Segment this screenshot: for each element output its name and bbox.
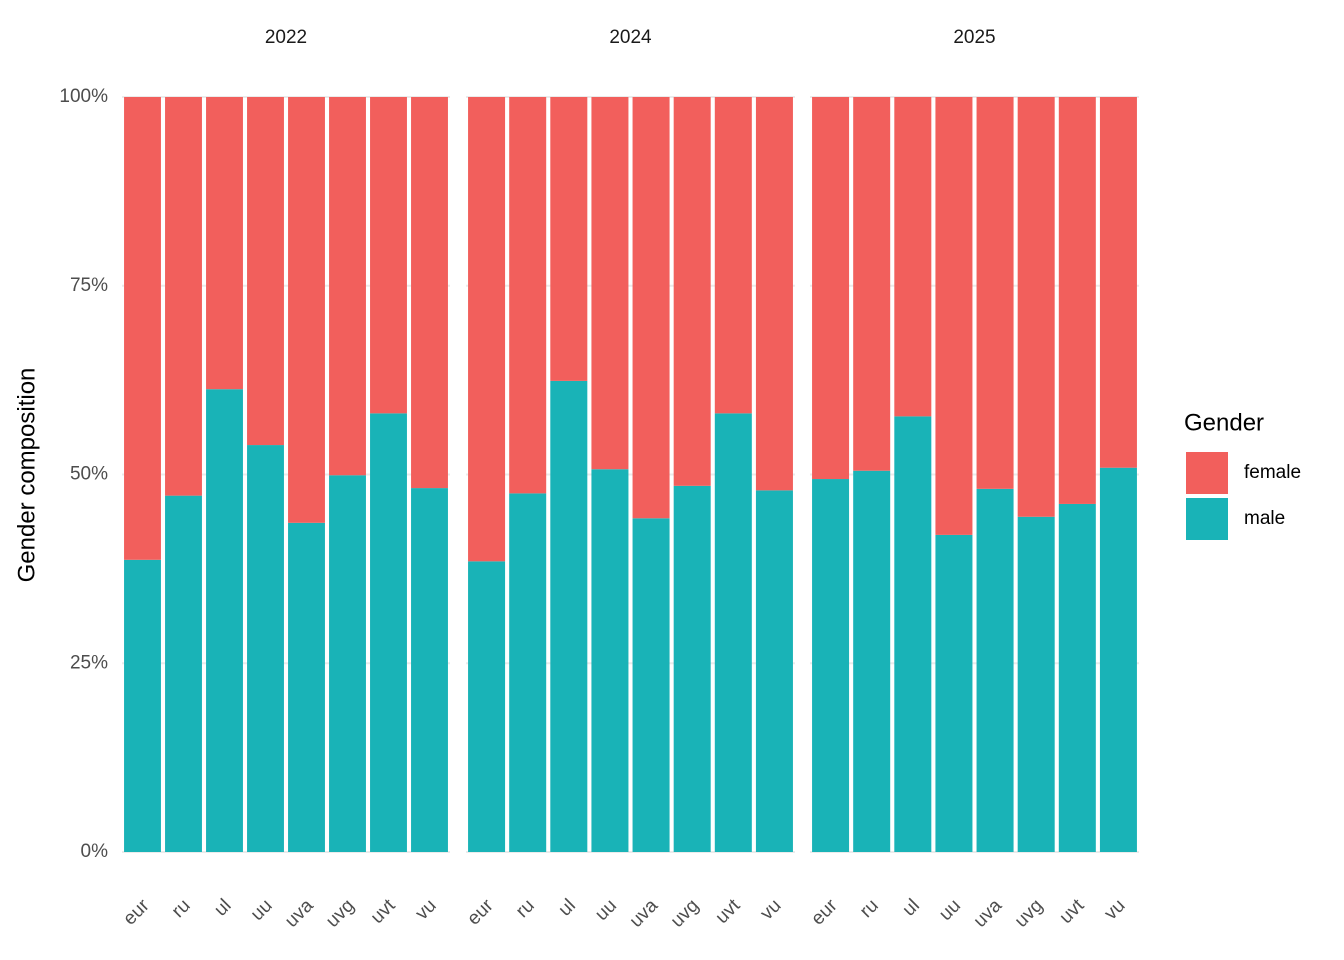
bar-segment bbox=[1058, 503, 1096, 852]
bar-segment bbox=[755, 490, 793, 852]
x-tick-label: ru bbox=[512, 895, 539, 922]
x-tick-label: uvg bbox=[322, 895, 359, 932]
x-tick-label: vu bbox=[1100, 895, 1129, 924]
facet-title: 2024 bbox=[609, 27, 652, 48]
x-tick-label: uvg bbox=[667, 895, 704, 932]
x-tick-label: uvt bbox=[1056, 895, 1089, 928]
bar-segment bbox=[714, 413, 752, 852]
y-tick-label: 50% bbox=[70, 464, 108, 485]
bar-segment bbox=[1017, 97, 1055, 517]
bar-segment bbox=[853, 470, 891, 852]
bar-segment bbox=[288, 97, 325, 523]
legend-title: Gender bbox=[1184, 409, 1264, 436]
bar-segment bbox=[329, 97, 366, 476]
bar-segment bbox=[165, 97, 202, 496]
bar-segment bbox=[370, 413, 407, 852]
bar-segment bbox=[812, 479, 850, 852]
bar-segment bbox=[329, 475, 366, 852]
facet-title: 2022 bbox=[265, 27, 307, 48]
bar-segment bbox=[632, 518, 670, 852]
bar-segment bbox=[124, 559, 161, 852]
bar-segment bbox=[894, 97, 932, 417]
x-tick-label: uvt bbox=[712, 895, 745, 928]
bar-segment bbox=[812, 97, 850, 480]
bar-segment bbox=[370, 97, 407, 414]
bar-segment bbox=[1017, 516, 1055, 852]
bar-segment bbox=[247, 97, 284, 446]
bar-segment bbox=[673, 97, 711, 486]
bar-segment bbox=[632, 97, 670, 519]
bar-segment bbox=[411, 488, 448, 852]
x-tick-label: vu bbox=[412, 895, 441, 924]
x-tick-label: ru bbox=[856, 895, 883, 922]
x-tick-label: ul bbox=[555, 895, 580, 920]
y-tick-label: 0% bbox=[81, 841, 109, 862]
bar-segment bbox=[509, 493, 547, 852]
x-tick-label: eur bbox=[463, 895, 498, 930]
bar-segment bbox=[288, 522, 325, 852]
legend-key bbox=[1186, 452, 1228, 494]
bar-segment bbox=[976, 97, 1014, 489]
x-tick-label: uu bbox=[591, 895, 621, 925]
bar-segment bbox=[591, 469, 629, 852]
bar-segment bbox=[894, 416, 932, 852]
bar-segment bbox=[755, 97, 793, 491]
bar-segment bbox=[165, 495, 202, 852]
y-axis-label: Gender composition bbox=[13, 368, 40, 583]
bar-segment bbox=[591, 97, 629, 470]
bar-segment bbox=[673, 485, 711, 852]
bar-segment bbox=[206, 97, 243, 390]
legend-label: female bbox=[1244, 462, 1301, 483]
bar-segment bbox=[935, 534, 973, 852]
x-tick-label: eur bbox=[119, 895, 154, 930]
bar-segment bbox=[468, 97, 506, 562]
x-tick-label: uvt bbox=[367, 895, 400, 928]
bar-segment bbox=[550, 380, 588, 852]
bar-segment bbox=[247, 445, 284, 852]
x-tick-label: ul bbox=[899, 895, 924, 920]
x-tick-label: uva bbox=[281, 895, 318, 932]
x-tick-label: vu bbox=[756, 895, 785, 924]
legend-label: male bbox=[1244, 508, 1285, 529]
y-tick-label: 75% bbox=[70, 275, 108, 296]
x-tick-label: ul bbox=[210, 895, 235, 920]
bar-segment bbox=[935, 97, 973, 535]
bar-segment bbox=[411, 97, 448, 489]
bar-segment bbox=[468, 561, 506, 852]
bar-segment bbox=[1058, 97, 1096, 504]
x-tick-label: ru bbox=[168, 895, 195, 922]
x-tick-label: uvg bbox=[1011, 895, 1048, 932]
x-tick-label: uu bbox=[247, 895, 277, 925]
bar-segment bbox=[853, 97, 891, 471]
bar-segment bbox=[509, 97, 547, 494]
bar-segment bbox=[714, 97, 752, 414]
x-tick-label: uu bbox=[935, 895, 965, 925]
bar-segment bbox=[206, 389, 243, 852]
y-tick-label: 100% bbox=[59, 86, 108, 107]
y-tick-label: 25% bbox=[70, 652, 108, 673]
bar-segment bbox=[976, 488, 1014, 852]
bar-segment bbox=[1099, 467, 1137, 852]
x-tick-label: eur bbox=[807, 895, 842, 930]
x-tick-label: uva bbox=[626, 895, 663, 932]
bar-segment bbox=[124, 97, 161, 560]
bar-segment bbox=[1099, 97, 1137, 468]
bar-segment bbox=[550, 97, 588, 381]
facet-title: 2025 bbox=[953, 27, 995, 48]
legend-key bbox=[1186, 498, 1228, 540]
x-tick-label: uva bbox=[970, 895, 1007, 932]
